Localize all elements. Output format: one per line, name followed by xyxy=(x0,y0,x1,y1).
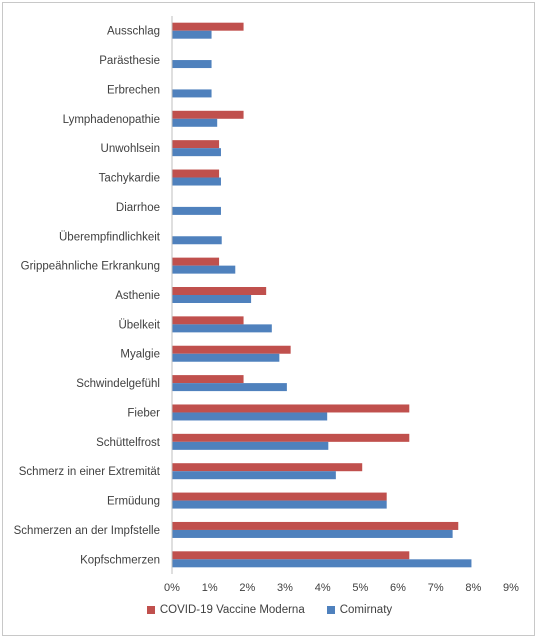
category-label: Fieber xyxy=(127,407,160,419)
category-label: Schmerzen an der Impfstelle xyxy=(14,525,160,537)
bar-moderna xyxy=(172,375,244,384)
category-label: Schwindelgefühl xyxy=(76,378,160,390)
bar-comirnaty xyxy=(172,60,212,69)
category-label: Schüttelfrost xyxy=(96,437,161,449)
category-label: Übelkeit xyxy=(118,319,160,331)
category-label: Unwohlsein xyxy=(101,143,160,155)
bar-comirnaty xyxy=(172,529,453,538)
bar-comirnaty xyxy=(172,148,221,157)
bar-comirnaty xyxy=(172,353,280,362)
bar-moderna xyxy=(172,521,459,530)
x-tick-label: 4% xyxy=(315,582,331,594)
bar-comirnaty xyxy=(172,30,212,39)
x-tick-label: 2% xyxy=(239,582,255,594)
bar-moderna xyxy=(172,492,387,501)
category-label: Ermüdung xyxy=(107,496,160,508)
bar-moderna xyxy=(172,257,220,266)
bar-comirnaty xyxy=(172,559,472,568)
legend-swatch-comirnaty xyxy=(326,606,335,614)
bar-comirnaty xyxy=(172,177,221,186)
category-label: Schmerz in einer Extremität xyxy=(19,466,161,478)
bar-moderna xyxy=(172,316,244,325)
bar-comirnaty xyxy=(172,324,272,333)
x-tick-label: 6% xyxy=(390,582,406,594)
x-tick-labels: 0% 1% 2% 3% 4% 5% 6% 7% 8% 9% xyxy=(164,582,519,594)
bar-comirnaty xyxy=(172,383,287,392)
bar-moderna xyxy=(172,463,363,472)
bar-moderna xyxy=(172,433,410,442)
legend-label-comirnaty: Comirnaty xyxy=(339,604,393,616)
x-tick-label: 8% xyxy=(465,582,481,594)
bar-moderna xyxy=(172,110,244,119)
category-label: Erbrechen xyxy=(107,84,160,96)
bar-comirnaty xyxy=(172,471,336,480)
x-tick-label: 9% xyxy=(503,582,519,594)
x-tick-label: 7% xyxy=(428,582,444,594)
x-tick-label: 0% xyxy=(164,582,180,594)
bar-moderna xyxy=(172,22,244,31)
legend: COVID-19 Vaccine Moderna Comirnaty xyxy=(0,604,539,616)
category-labels: Ausschlag Parästhesie Erbrechen Lymphadenop… xyxy=(14,26,161,567)
category-label: Ausschlag xyxy=(107,26,160,38)
legend-item-comirnaty: Comirnaty xyxy=(326,604,393,616)
bar-comirnaty xyxy=(172,500,387,509)
bar-comirnaty xyxy=(172,441,329,450)
category-label: Lymphadenopathie xyxy=(63,114,160,126)
x-tick-label: 3% xyxy=(277,582,293,594)
bar-comirnaty xyxy=(172,265,236,274)
bar-comirnaty xyxy=(172,206,221,215)
bar-moderna xyxy=(172,345,291,354)
category-label: Myalgie xyxy=(120,349,160,361)
bar-comirnaty xyxy=(172,236,222,245)
category-label: Asthenie xyxy=(115,290,160,302)
category-label: Kopfschmerzen xyxy=(80,554,160,566)
bar-comirnaty xyxy=(172,118,218,127)
bar-comirnaty xyxy=(172,89,212,98)
bar-moderna xyxy=(172,551,410,560)
bar-moderna xyxy=(172,287,267,295)
category-label: Diarrhoe xyxy=(116,202,160,214)
x-tick-label: 1% xyxy=(202,582,218,594)
bar-moderna xyxy=(172,404,410,413)
legend-label-moderna: COVID-19 Vaccine Moderna xyxy=(159,604,305,616)
x-tick-label: 5% xyxy=(352,582,368,594)
bars-group xyxy=(172,22,472,568)
category-label: Überempfindlichkeit xyxy=(59,231,161,243)
bar-moderna xyxy=(172,140,220,149)
category-label: Tachykardie xyxy=(99,173,160,185)
bar-comirnaty xyxy=(172,295,252,303)
bar-comirnaty xyxy=(172,412,328,421)
legend-swatch-moderna xyxy=(146,606,155,614)
bar-moderna xyxy=(172,169,220,178)
bar-chart: Ausschlag Parästhesie Erbrechen Lymphadenop… xyxy=(14,16,519,594)
legend-item-moderna: COVID-19 Vaccine Moderna xyxy=(146,604,305,616)
category-label: Grippeähnliche Erkrankung xyxy=(21,261,160,273)
category-label: Parästhesie xyxy=(99,55,160,67)
